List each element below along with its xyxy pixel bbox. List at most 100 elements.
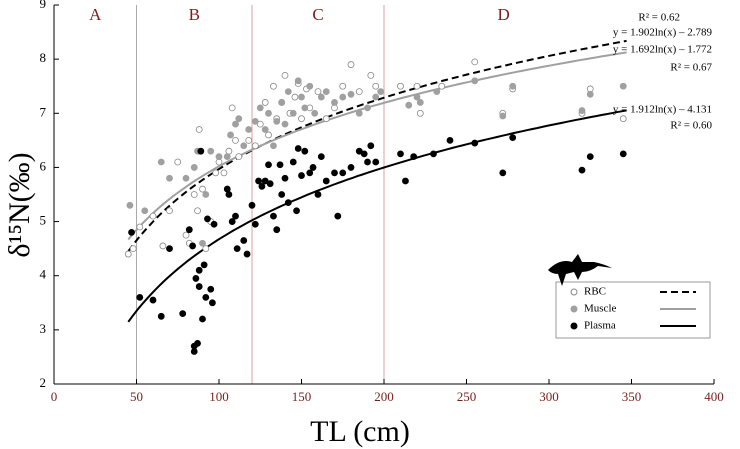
data-point xyxy=(248,201,256,209)
data-point xyxy=(298,93,305,101)
data-point xyxy=(301,147,309,155)
data-point xyxy=(245,136,253,144)
data-point xyxy=(124,250,132,258)
fit-curve xyxy=(127,39,627,252)
data-point xyxy=(270,142,277,150)
data-point xyxy=(355,88,363,96)
y-axis-label: δ¹⁵N(‰) xyxy=(3,152,36,257)
data-point xyxy=(284,199,292,207)
data-point xyxy=(265,161,272,169)
data-point xyxy=(306,82,314,90)
fit-annotation: y = 1.912ln(x) – 4.131 xyxy=(613,104,712,116)
data-point xyxy=(364,158,371,166)
x-tick-label: 200 xyxy=(374,389,394,404)
data-point xyxy=(372,82,380,90)
data-point xyxy=(273,226,281,234)
data-point xyxy=(190,191,198,198)
fit-annotation: R² = 0.60 xyxy=(670,120,712,132)
data-point xyxy=(251,142,259,150)
data-point xyxy=(322,177,330,185)
data-point xyxy=(578,166,586,174)
data-point xyxy=(410,153,418,161)
data-point xyxy=(192,275,200,282)
data-point xyxy=(141,207,149,215)
data-point xyxy=(339,93,347,101)
data-point xyxy=(270,82,277,90)
region-label: C xyxy=(312,5,323,24)
fit-annotation: R² = 0.67 xyxy=(670,62,712,74)
region-label: B xyxy=(189,5,200,24)
data-point xyxy=(433,88,441,96)
legend-label: Plasma xyxy=(584,320,616,332)
data-point xyxy=(240,237,248,244)
data-point xyxy=(251,220,259,228)
data-point xyxy=(215,153,223,161)
data-point xyxy=(235,115,243,123)
data-point xyxy=(281,174,289,182)
data-point xyxy=(306,169,314,177)
data-point xyxy=(212,169,220,177)
data-point xyxy=(314,191,322,198)
data-point xyxy=(233,245,241,253)
data-point xyxy=(331,99,338,106)
data-point xyxy=(499,112,507,120)
data-point xyxy=(157,312,165,320)
data-point xyxy=(232,120,239,128)
data-point xyxy=(166,207,173,215)
region-label: A xyxy=(89,5,102,24)
fit-annotation: y = 1.692ln(x) – 1.772 xyxy=(613,44,712,56)
data-point xyxy=(261,126,269,133)
data-point xyxy=(276,161,284,169)
data-point xyxy=(199,315,206,323)
legend-label: RBC xyxy=(584,286,606,298)
data-point xyxy=(347,61,355,68)
data-point xyxy=(220,169,228,177)
data-point xyxy=(208,299,216,307)
data-point xyxy=(405,101,413,109)
crocodile-icon xyxy=(548,254,612,286)
data-point xyxy=(446,136,454,144)
data-point xyxy=(402,177,409,185)
data-point xyxy=(397,82,404,90)
legend-marker xyxy=(570,305,578,313)
data-point xyxy=(185,226,193,234)
data-point xyxy=(136,293,144,301)
data-point xyxy=(157,158,165,166)
data-point xyxy=(298,115,305,123)
data-point xyxy=(347,164,355,171)
data-point xyxy=(194,339,201,347)
data-point xyxy=(471,58,479,66)
data-point xyxy=(367,71,375,79)
data-point xyxy=(471,139,479,147)
data-point xyxy=(261,99,269,106)
data-point xyxy=(413,93,421,101)
data-point xyxy=(240,142,248,150)
data-point xyxy=(190,348,198,355)
data-point xyxy=(232,212,239,220)
data-point xyxy=(619,82,627,90)
data-point xyxy=(509,82,517,90)
data-point xyxy=(619,150,627,158)
x-tick-label: 350 xyxy=(622,389,642,404)
data-point xyxy=(251,118,259,125)
data-point xyxy=(309,164,317,171)
legend-marker xyxy=(570,322,578,330)
data-point xyxy=(228,104,236,112)
data-point xyxy=(202,245,210,253)
data-point xyxy=(416,99,424,106)
data-point xyxy=(265,109,272,117)
x-tick-label: 250 xyxy=(457,389,477,404)
y-tick-label: 8 xyxy=(40,50,47,65)
data-point xyxy=(227,131,234,139)
data-point xyxy=(189,242,197,250)
data-point xyxy=(314,88,322,96)
data-point xyxy=(339,82,347,90)
data-point xyxy=(289,109,297,117)
data-point xyxy=(298,172,305,179)
data-point xyxy=(430,150,437,158)
data-point xyxy=(331,169,338,177)
data-point xyxy=(266,180,274,188)
data-point xyxy=(179,310,187,318)
data-point xyxy=(317,93,325,101)
data-point xyxy=(509,134,517,142)
